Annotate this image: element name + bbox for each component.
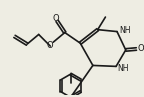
Text: NH: NH [117, 64, 129, 73]
Text: O: O [137, 45, 144, 53]
Text: O: O [47, 41, 54, 50]
Text: NH: NH [119, 26, 130, 35]
Text: O: O [53, 14, 59, 23]
